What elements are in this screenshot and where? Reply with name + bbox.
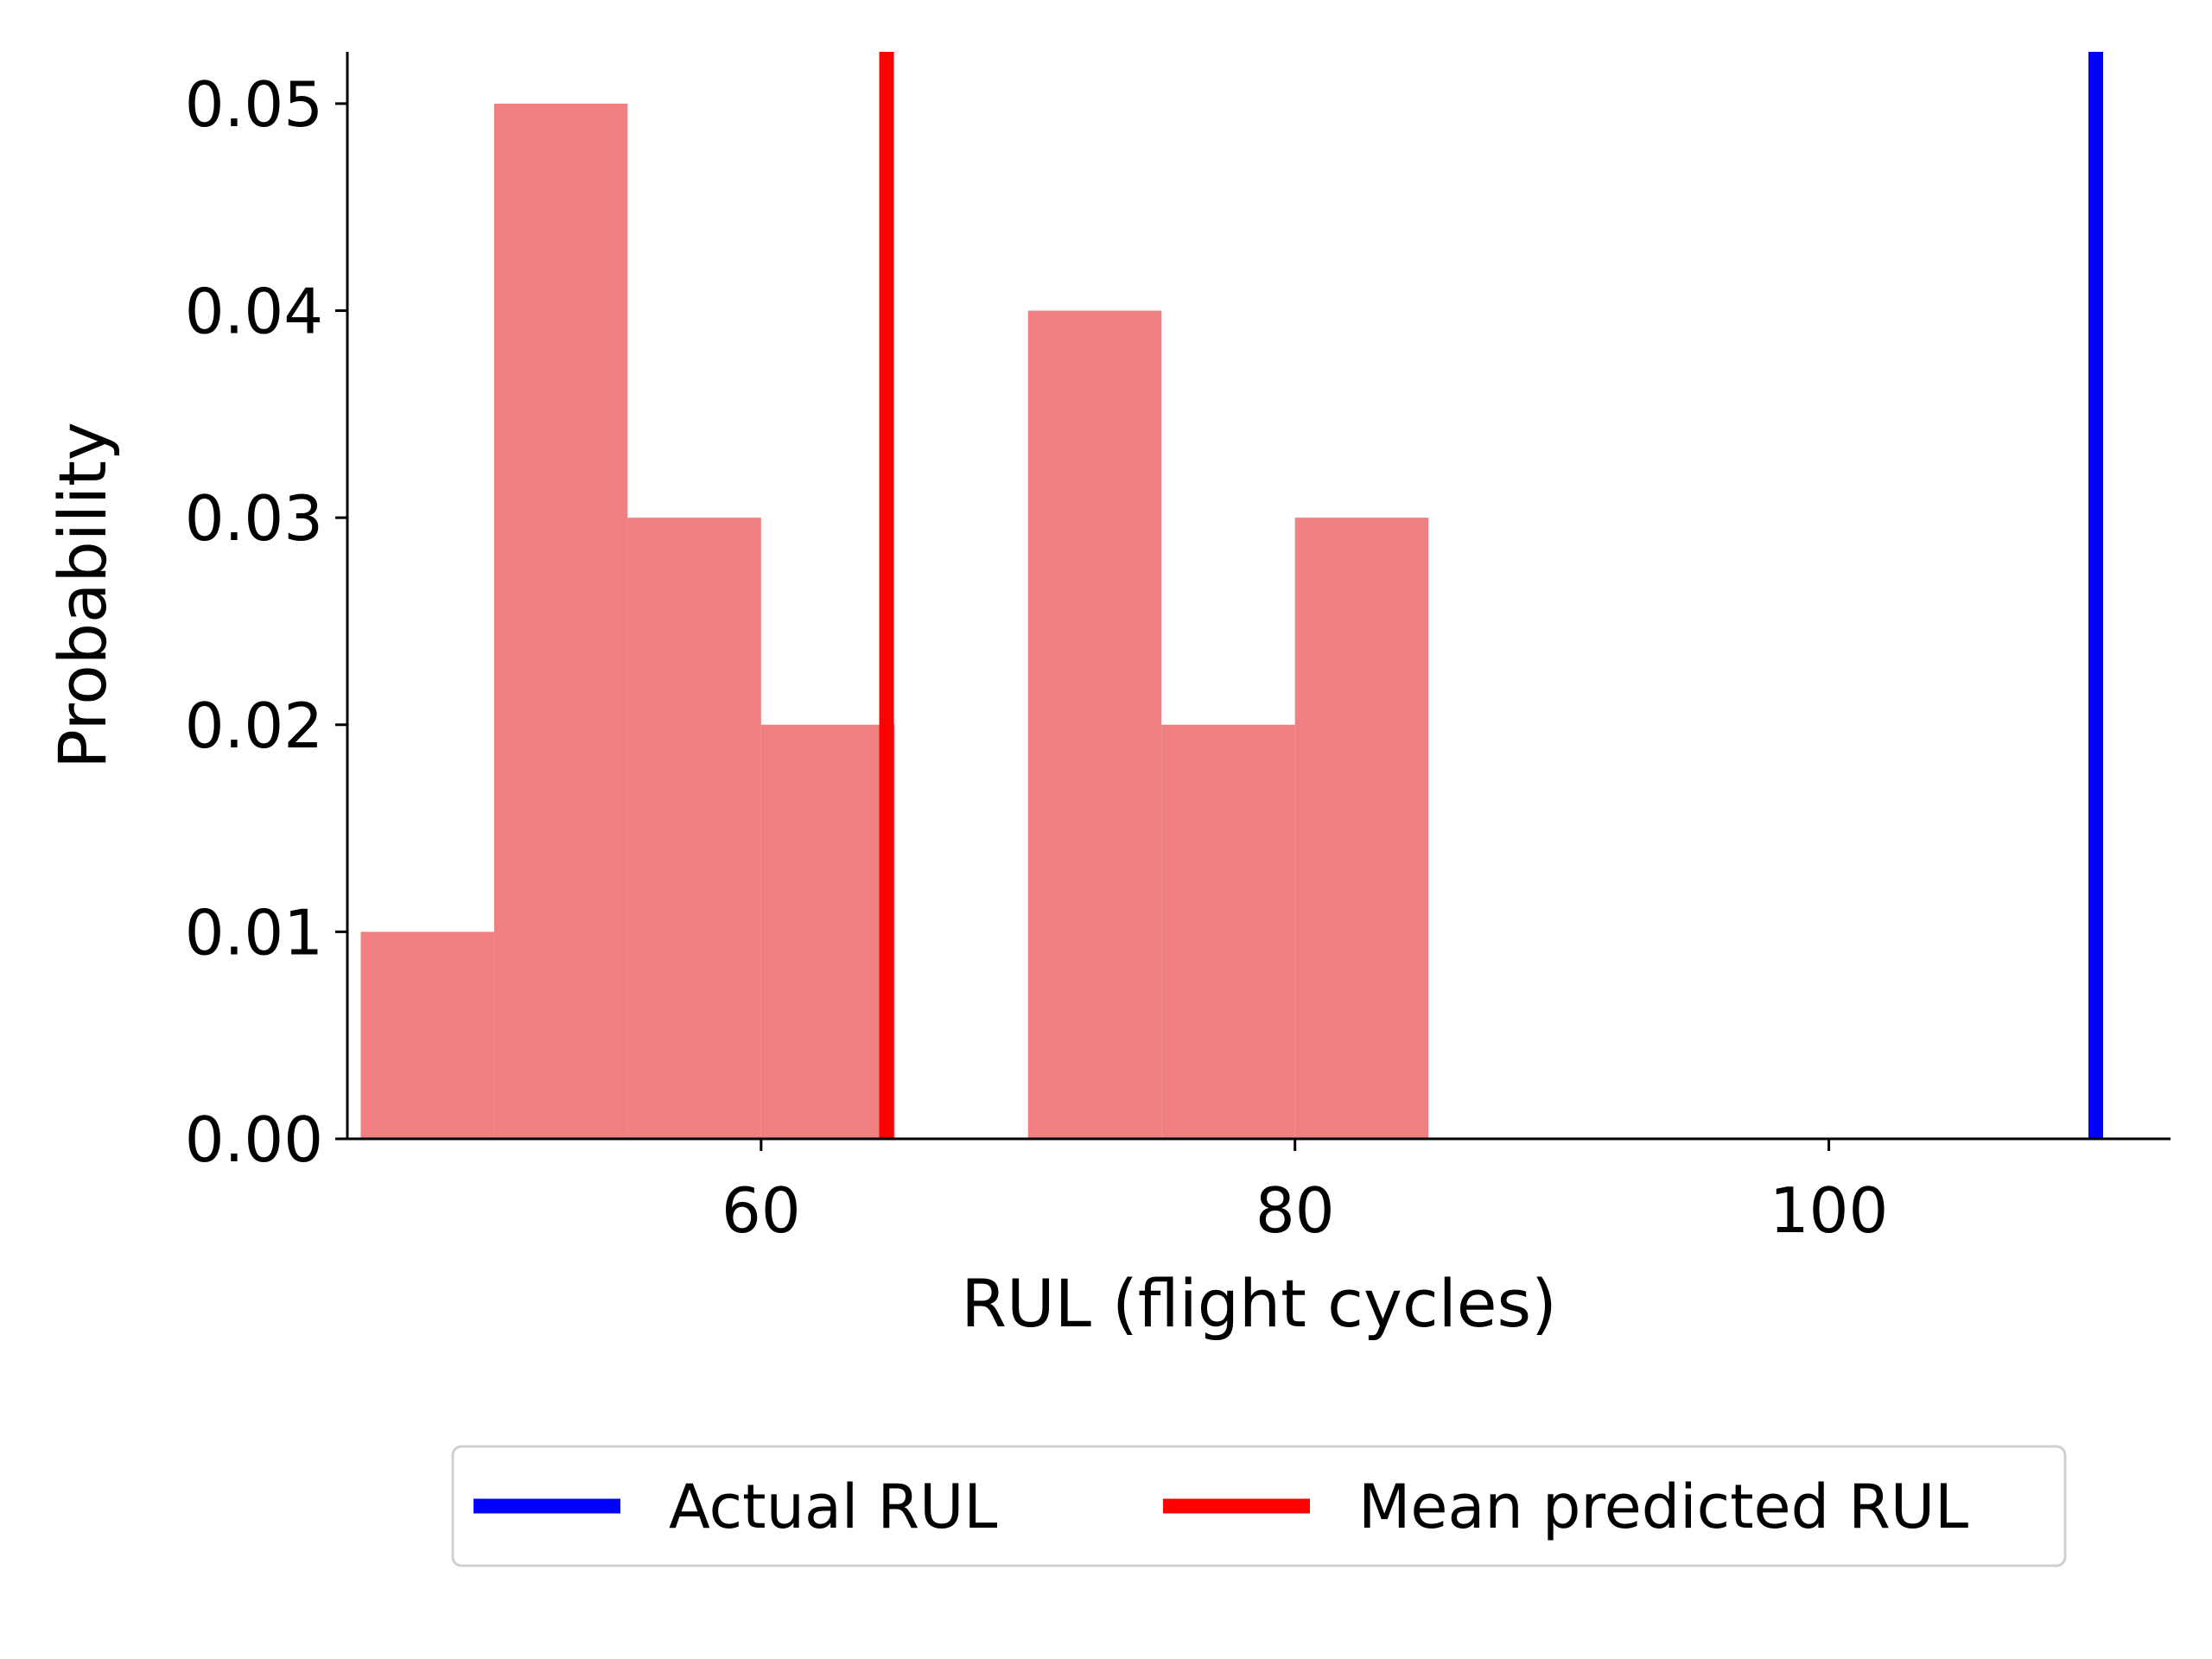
histogram-bar-2 <box>627 518 761 1139</box>
histogram-bar-1 <box>493 103 628 1139</box>
histogram-bars <box>360 103 1429 1139</box>
legend-label-1: Mean predicted RUL <box>1358 1471 1968 1542</box>
histogram-bar-5 <box>1027 310 1162 1139</box>
legend: Actual RUL Mean predicted RUL <box>451 1445 2067 1567</box>
legend-label-0: Actual RUL <box>669 1471 997 1542</box>
y-axis-label: Probability <box>44 422 121 769</box>
x-axis-label: RUL (flight cycles) <box>961 1265 1557 1342</box>
x-tick-label: 60 <box>721 1174 801 1247</box>
y-tick-label: 0.05 <box>185 68 323 141</box>
axes <box>346 52 2171 1141</box>
y-tick-label: 0.02 <box>185 690 323 762</box>
x-ticks: 60 80 100 <box>721 1139 1888 1247</box>
y-ticks: 0.00 0.01 0.02 0.03 0.04 0.05 <box>185 68 347 1176</box>
histogram-bar-7 <box>1294 518 1429 1139</box>
y-tick-label: 0.04 <box>185 276 323 348</box>
y-tick-label: 0.03 <box>185 482 323 555</box>
histogram-bar-0 <box>360 931 494 1139</box>
x-tick-label: 80 <box>1255 1174 1335 1247</box>
histogram-bar-6 <box>1161 724 1295 1139</box>
x-tick-label: 100 <box>1770 1174 1888 1247</box>
y-tick-label: 0.01 <box>185 896 323 969</box>
reference-lines <box>879 52 2103 1139</box>
y-tick-label: 0.00 <box>185 1103 323 1176</box>
histogram-bar-3 <box>760 724 895 1139</box>
